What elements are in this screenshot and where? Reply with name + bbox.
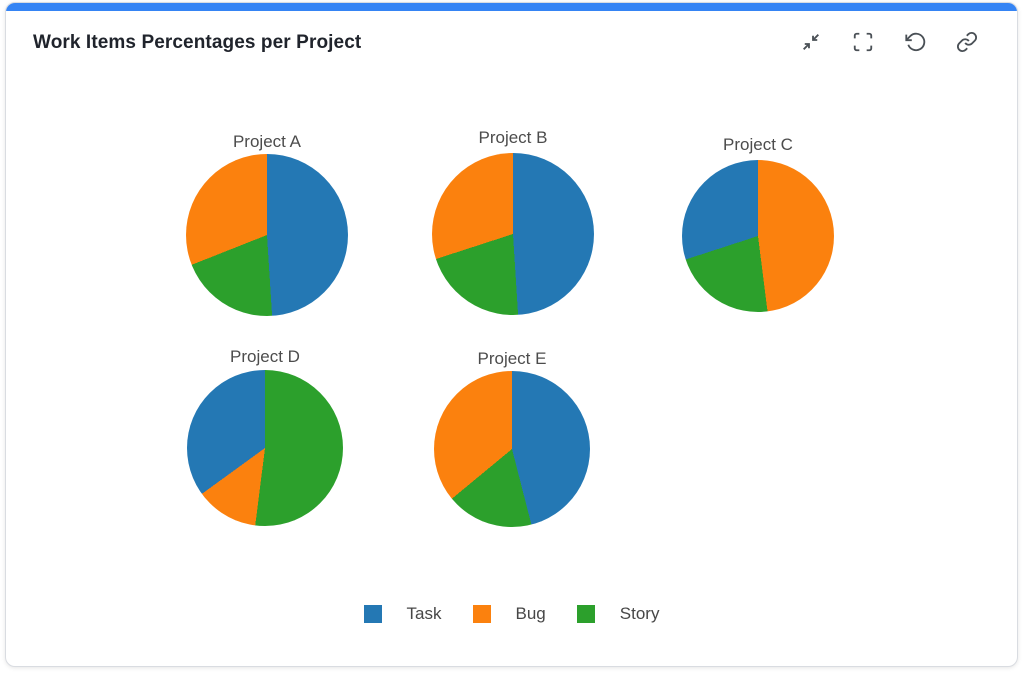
pie-title: Project B (478, 128, 548, 147)
legend-swatch-bug (472, 605, 491, 623)
pie-cell-project-b: Project B (408, 126, 618, 315)
fullscreen-button[interactable] (851, 31, 875, 55)
pie-cell-project-a: Project A (162, 130, 372, 316)
widget-card: Work Items Percentages per Project (5, 2, 1018, 667)
collapse-icon (800, 31, 822, 56)
fullscreen-icon (852, 31, 874, 56)
legend-label: Bug (515, 604, 546, 623)
link-button[interactable] (955, 31, 979, 55)
legend-item-story[interactable]: Story (576, 604, 660, 624)
link-icon (956, 31, 978, 56)
legend-label: Task (406, 604, 442, 623)
pie-cell-project-c: Project C (653, 133, 863, 312)
collapse-button[interactable] (799, 31, 823, 55)
widget-header: Work Items Percentages per Project (6, 31, 1017, 55)
legend-item-task[interactable]: Task (363, 604, 442, 624)
chart-legend: Task Bug Story (6, 604, 1017, 624)
legend-label: Story (619, 604, 660, 623)
pie-title: Project D (230, 347, 300, 366)
pie-chart-project-c[interactable] (682, 160, 834, 312)
pie-grid: Project A Project B Project C Project D … (6, 3, 1017, 666)
pie-title: Project A (232, 132, 302, 151)
pie-title: Project E (477, 349, 547, 368)
legend-item-bug[interactable]: Bug (472, 604, 546, 624)
pie-chart-project-b[interactable] (432, 153, 594, 315)
pie-chart-project-a[interactable] (186, 154, 348, 316)
refresh-icon (904, 31, 926, 56)
pie-chart-project-e[interactable] (434, 371, 590, 527)
pie-chart-project-d[interactable] (187, 370, 343, 526)
pie-cell-project-d: Project D (160, 345, 370, 526)
legend-swatch-story (576, 605, 595, 623)
pie-cell-project-e: Project E (407, 347, 617, 527)
refresh-button[interactable] (903, 31, 927, 55)
pie-title: Project C (723, 135, 793, 154)
widget-toolbar (799, 31, 979, 55)
legend-swatch-task (363, 605, 382, 623)
widget-title: Work Items Percentages per Project (33, 32, 362, 53)
card-accent-bar (6, 3, 1017, 11)
